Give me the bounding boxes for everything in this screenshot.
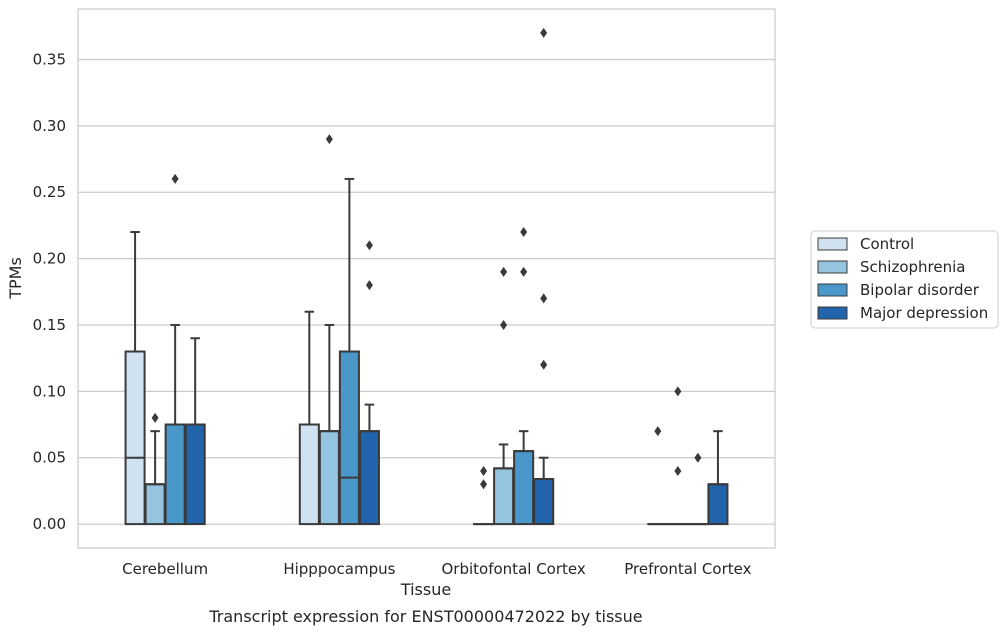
box bbox=[144, 483, 166, 526]
legend-label: Control bbox=[860, 235, 914, 253]
legend-swatch bbox=[817, 260, 848, 274]
box-major-depression bbox=[184, 337, 206, 526]
y-tick-label: 0.15 bbox=[33, 316, 66, 334]
plot-frame bbox=[77, 8, 776, 549]
y-tick-label: 0.30 bbox=[33, 117, 66, 135]
y-axis-ticks: 0.00 0.05 0.10 0.15 0.20 0.25 0.30 0.35 bbox=[33, 50, 66, 533]
outlier-point bbox=[694, 452, 702, 463]
outlier-point bbox=[325, 134, 333, 145]
outlier-point bbox=[674, 466, 682, 476]
outlier-point bbox=[171, 173, 179, 184]
legend-label: Schizophrenia bbox=[860, 258, 965, 276]
box bbox=[298, 423, 320, 526]
outlier-point bbox=[674, 386, 682, 397]
legend: Control Schizophrenia Bipolar disorder Majo… bbox=[810, 230, 999, 329]
outlier-point bbox=[520, 266, 528, 277]
y-tick-label: 0.05 bbox=[33, 449, 66, 467]
outlier-point bbox=[654, 426, 662, 437]
outlier-point bbox=[540, 293, 548, 304]
legend-swatch bbox=[817, 283, 848, 297]
x-tick-label: Cerebellum bbox=[122, 560, 208, 578]
x-tick-label: Hipppocampus bbox=[283, 560, 395, 578]
legend-swatch bbox=[817, 237, 848, 251]
box-major-depression bbox=[358, 240, 380, 526]
box bbox=[358, 430, 380, 526]
box bbox=[707, 483, 729, 526]
outlier-point bbox=[480, 466, 488, 476]
legend-label: Bipolar disorder bbox=[860, 281, 980, 299]
outlier-point bbox=[500, 266, 508, 277]
outlier-point bbox=[151, 412, 159, 423]
outlier-point bbox=[540, 359, 548, 370]
box bbox=[184, 423, 206, 526]
box-schizophrenia bbox=[144, 412, 166, 526]
box-schizophrenia bbox=[493, 266, 515, 526]
outlier-point bbox=[365, 280, 373, 291]
box-schizophrenia bbox=[318, 134, 340, 526]
box bbox=[493, 467, 515, 526]
y-tick-label: 0.00 bbox=[33, 515, 66, 533]
box-series bbox=[124, 27, 729, 526]
outlier-point bbox=[480, 479, 488, 490]
box-bipolar-disorder bbox=[513, 227, 535, 526]
box bbox=[124, 350, 146, 526]
x-axis-ticks: Cerebellum Hipppocampus Orbitofontal Corte… bbox=[122, 560, 751, 578]
outlier-point bbox=[500, 319, 508, 330]
box-bipolar-disorder bbox=[164, 173, 186, 526]
box bbox=[513, 450, 535, 526]
box bbox=[533, 477, 555, 526]
outlier-point bbox=[365, 240, 373, 251]
box-control bbox=[298, 310, 320, 526]
box-control bbox=[473, 466, 495, 526]
y-tick-label: 0.20 bbox=[33, 250, 66, 268]
legend-label: Major depression bbox=[860, 304, 988, 322]
x-tick-label: Prefrontal Cortex bbox=[624, 560, 751, 578]
box bbox=[164, 423, 186, 526]
box-major-depression bbox=[707, 430, 729, 526]
y-tick-label: 0.25 bbox=[33, 183, 66, 201]
outlier-point bbox=[540, 27, 548, 38]
x-tick-label: Orbitofontal Cortex bbox=[442, 560, 586, 578]
chart-caption: Transcript expression for ENST0000047202… bbox=[208, 607, 642, 626]
legend-frame bbox=[810, 230, 999, 329]
box bbox=[318, 430, 340, 526]
y-axis-label: TPMs bbox=[6, 257, 25, 300]
box-control bbox=[124, 231, 146, 526]
x-axis-label: Tissue bbox=[400, 580, 451, 599]
box-bipolar-disorder bbox=[338, 177, 360, 526]
y-tick-label: 0.10 bbox=[33, 382, 66, 400]
box bbox=[338, 350, 360, 526]
outlier-point bbox=[520, 227, 528, 238]
legend-swatch bbox=[817, 306, 848, 320]
box-major-depression bbox=[533, 27, 555, 526]
y-tick-label: 0.35 bbox=[33, 50, 66, 68]
